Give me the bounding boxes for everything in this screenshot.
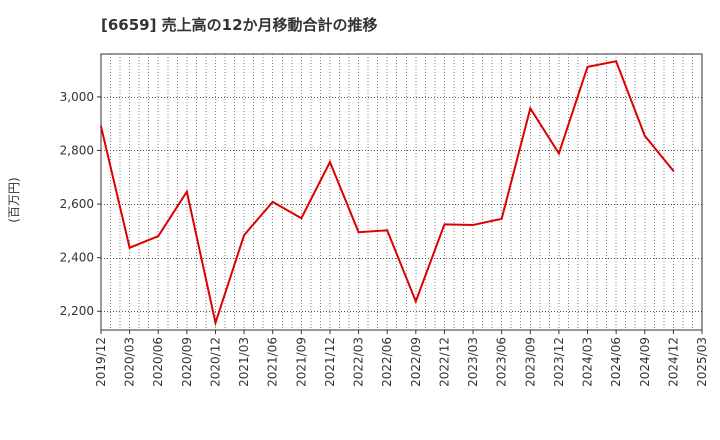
y-tick-label: 2,800	[60, 143, 94, 157]
data-point	[328, 160, 331, 163]
x-tick-label: 2021/03	[237, 337, 251, 387]
grid-layer	[101, 54, 702, 330]
x-tick-label: 2023/03	[466, 337, 480, 387]
x-tick-label: 2020/09	[180, 337, 194, 387]
data-point	[357, 231, 360, 234]
data-point	[271, 200, 274, 203]
y-axis-label: (百万円)	[7, 177, 21, 222]
data-point	[243, 234, 246, 237]
x-axis: 2019/12 2020/03 2020/06 2020/09 2020/12 2021/…	[94, 330, 709, 387]
data-point	[214, 321, 217, 324]
y-tick-label: 2,200	[60, 304, 94, 318]
data-point	[300, 217, 303, 220]
data-point	[100, 125, 102, 128]
x-tick-label: 2024/06	[609, 337, 623, 387]
x-tick-label: 2022/09	[409, 337, 423, 387]
x-tick-label: 2023/09	[523, 337, 537, 387]
chart-title: [6659] 売上高の12か月移動合計の推移	[101, 16, 378, 34]
series-layer	[100, 60, 675, 327]
data-point	[386, 229, 389, 232]
y-tick-label: 3,000	[60, 90, 94, 104]
x-tick-label: 2022/12	[437, 337, 451, 387]
x-tick-label: 2025/03	[695, 337, 709, 387]
data-point	[414, 300, 417, 303]
data-point	[185, 190, 188, 193]
x-tick-label: 2024/12	[666, 337, 680, 387]
x-tick-label: 2021/06	[266, 337, 280, 387]
data-point	[643, 134, 646, 137]
data-point	[586, 65, 589, 68]
data-point	[157, 235, 160, 238]
x-tick-label: 2019/12	[94, 337, 108, 387]
data-point	[529, 107, 532, 110]
x-tick-label: 2023/06	[495, 337, 509, 387]
x-tick-label: 2023/12	[552, 337, 566, 387]
x-tick-label: 2024/03	[581, 337, 595, 387]
x-tick-label: 2020/12	[208, 337, 222, 387]
data-point	[472, 223, 475, 226]
data-point	[443, 223, 446, 226]
x-tick-label: 2020/03	[123, 337, 137, 387]
data-point	[672, 169, 675, 172]
x-tick-label: 2021/12	[323, 337, 337, 387]
x-tick-label: 2022/03	[352, 337, 366, 387]
plot-frame	[100, 53, 703, 331]
data-point	[500, 217, 503, 220]
data-point	[128, 246, 131, 249]
y-axis: 2,200 2,400 2,600 2,800 3,000	[60, 90, 101, 318]
data-point	[557, 152, 560, 155]
data-point	[615, 60, 618, 63]
x-tick-label: 2022/06	[380, 337, 394, 387]
x-tick-label: 2021/09	[294, 337, 308, 387]
x-tick-label: 2020/06	[151, 337, 165, 387]
y-tick-label: 2,600	[60, 197, 94, 211]
x-tick-label: 2024/09	[638, 337, 652, 387]
y-tick-label: 2,400	[60, 251, 94, 265]
